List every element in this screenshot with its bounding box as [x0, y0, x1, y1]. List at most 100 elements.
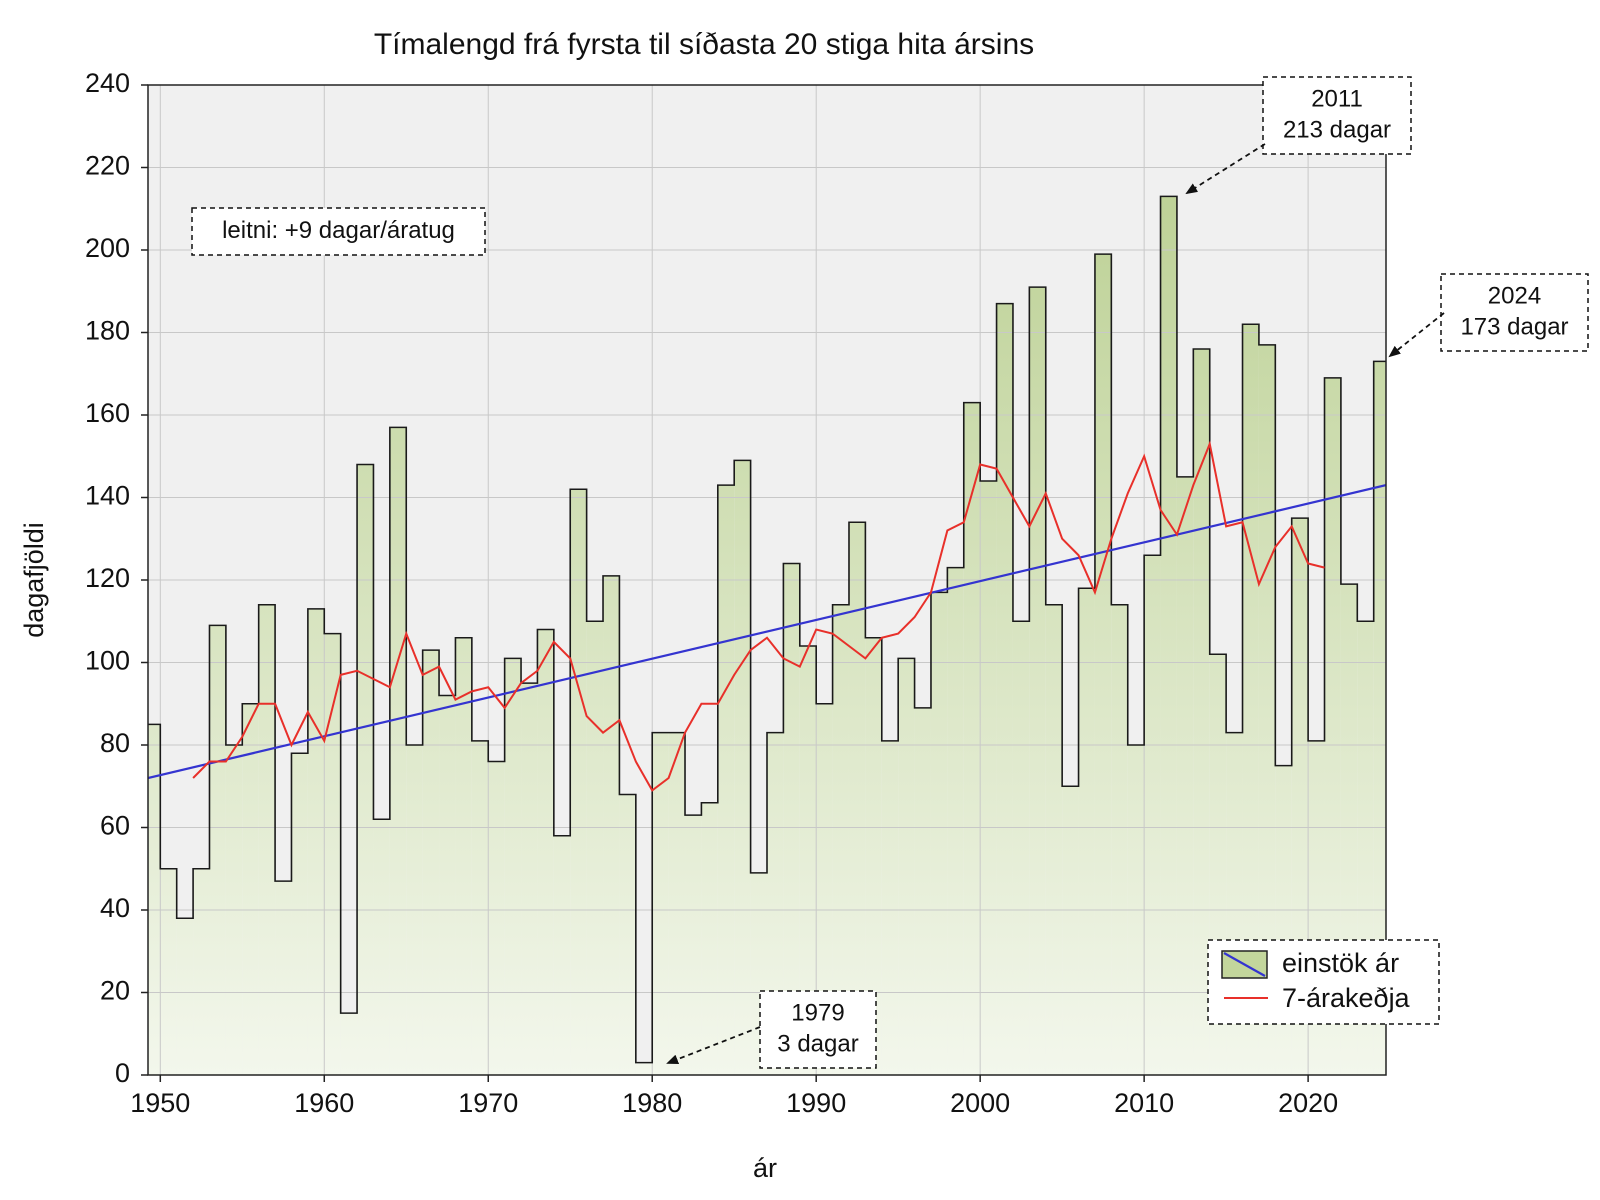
y-tick-label: 160: [85, 398, 130, 428]
bar: [635, 1062, 653, 1075]
bar: [603, 575, 620, 1075]
y-axis-label: dagafjöldi: [19, 522, 49, 638]
bar: [324, 633, 341, 1075]
bar: [1291, 518, 1309, 1075]
bar: [1144, 555, 1161, 1075]
bar: [1258, 344, 1276, 1075]
bar: [1160, 196, 1177, 1075]
bar: [848, 522, 866, 1075]
annotation-text: 1979: [791, 999, 844, 1026]
bar: [422, 650, 440, 1075]
y-tick-label: 140: [85, 481, 130, 511]
x-tick-label: 1970: [458, 1088, 518, 1118]
y-tick-label: 240: [85, 68, 130, 98]
y-tick-label: 0: [115, 1058, 130, 1088]
y-tick-label: 60: [100, 811, 130, 841]
step-outline: [148, 195, 1386, 1064]
annotation-box: [759, 990, 877, 1069]
bar: [980, 481, 997, 1075]
bar: [1062, 786, 1079, 1075]
bar: [1029, 287, 1046, 1075]
x-tick-label: 1960: [294, 1088, 354, 1118]
legend-label: 7-árakeðja: [1282, 983, 1411, 1013]
bar: [176, 918, 194, 1075]
annotation-arrow: [666, 1026, 761, 1065]
running-mean-line: [192, 440, 1325, 792]
bar: [258, 604, 276, 1075]
x-axis-label: ár: [753, 1153, 777, 1183]
bar: [1324, 377, 1341, 1075]
y-tick-label: 20: [100, 976, 130, 1006]
annotation-text: 2011: [1311, 85, 1363, 112]
bar: [504, 658, 522, 1075]
chart-title: Tímalengd frá fyrsta til síðasta 20 stig…: [374, 28, 1034, 61]
bar: [1094, 254, 1112, 1075]
x-tick-label: 2020: [1278, 1088, 1338, 1118]
y-tick-label: 200: [85, 233, 130, 263]
bar: [816, 703, 833, 1075]
annotation-text: 3 dagar: [777, 1030, 858, 1057]
bar: [307, 608, 325, 1075]
bar: [439, 695, 456, 1075]
bar: [373, 819, 390, 1075]
annotation-text: 213 dagar: [1283, 116, 1391, 143]
annotation-box: [1440, 273, 1589, 352]
bar: [291, 753, 308, 1075]
x-tick-label: 1990: [786, 1088, 846, 1118]
bar: [209, 625, 226, 1075]
bar: [701, 802, 718, 1075]
bar: [865, 637, 882, 1075]
bar: [767, 732, 784, 1075]
bar: [488, 761, 505, 1075]
annotation-arrow: [1388, 312, 1445, 358]
bar: [1242, 324, 1259, 1075]
x-tick-label: 2000: [950, 1088, 1010, 1118]
bar: [668, 732, 686, 1075]
y-tick-label: 80: [100, 728, 130, 758]
bar: [947, 567, 964, 1075]
bar: [1373, 361, 1386, 1075]
bar: [783, 563, 800, 1075]
bar: [242, 703, 259, 1075]
x-tick-label: 2010: [1114, 1088, 1174, 1118]
legend-label: einstök ár: [1282, 948, 1399, 978]
bar: [471, 740, 489, 1075]
bar: [570, 489, 587, 1075]
bar: [914, 707, 931, 1075]
bar: [652, 732, 669, 1075]
bar: [1045, 604, 1063, 1075]
bar: [685, 815, 702, 1075]
bar: [521, 683, 538, 1075]
legend-swatch-trend: [1223, 952, 1266, 977]
bar: [537, 629, 554, 1075]
x-tick-label: 1980: [622, 1088, 682, 1118]
x-tick-label: 1950: [130, 1088, 190, 1118]
y-tick-label: 40: [100, 893, 130, 923]
bar: [1078, 588, 1095, 1075]
annotation-text: 2024: [1488, 282, 1541, 309]
bar: [148, 724, 161, 1075]
y-tick-label: 100: [85, 646, 130, 676]
bar: [898, 658, 915, 1075]
annotation-arrow: [1185, 143, 1266, 195]
trend-line: [148, 484, 1386, 780]
annotation-box: [191, 207, 486, 256]
bar: [832, 604, 849, 1075]
bar: [881, 740, 899, 1075]
y-tick-label: 180: [85, 316, 130, 346]
bar: [1275, 765, 1292, 1075]
bar: [734, 460, 751, 1075]
bar: [160, 868, 177, 1075]
bar: [389, 427, 407, 1075]
bar: [1308, 740, 1325, 1075]
bar: [455, 637, 472, 1075]
annotation-text: 173 dagar: [1460, 313, 1568, 340]
bar: [963, 402, 981, 1075]
bar: [799, 646, 817, 1075]
y-tick-label: 120: [85, 563, 130, 593]
y-tick-label: 220: [85, 151, 130, 181]
bar: [1176, 476, 1194, 1075]
bar: [1111, 604, 1128, 1075]
